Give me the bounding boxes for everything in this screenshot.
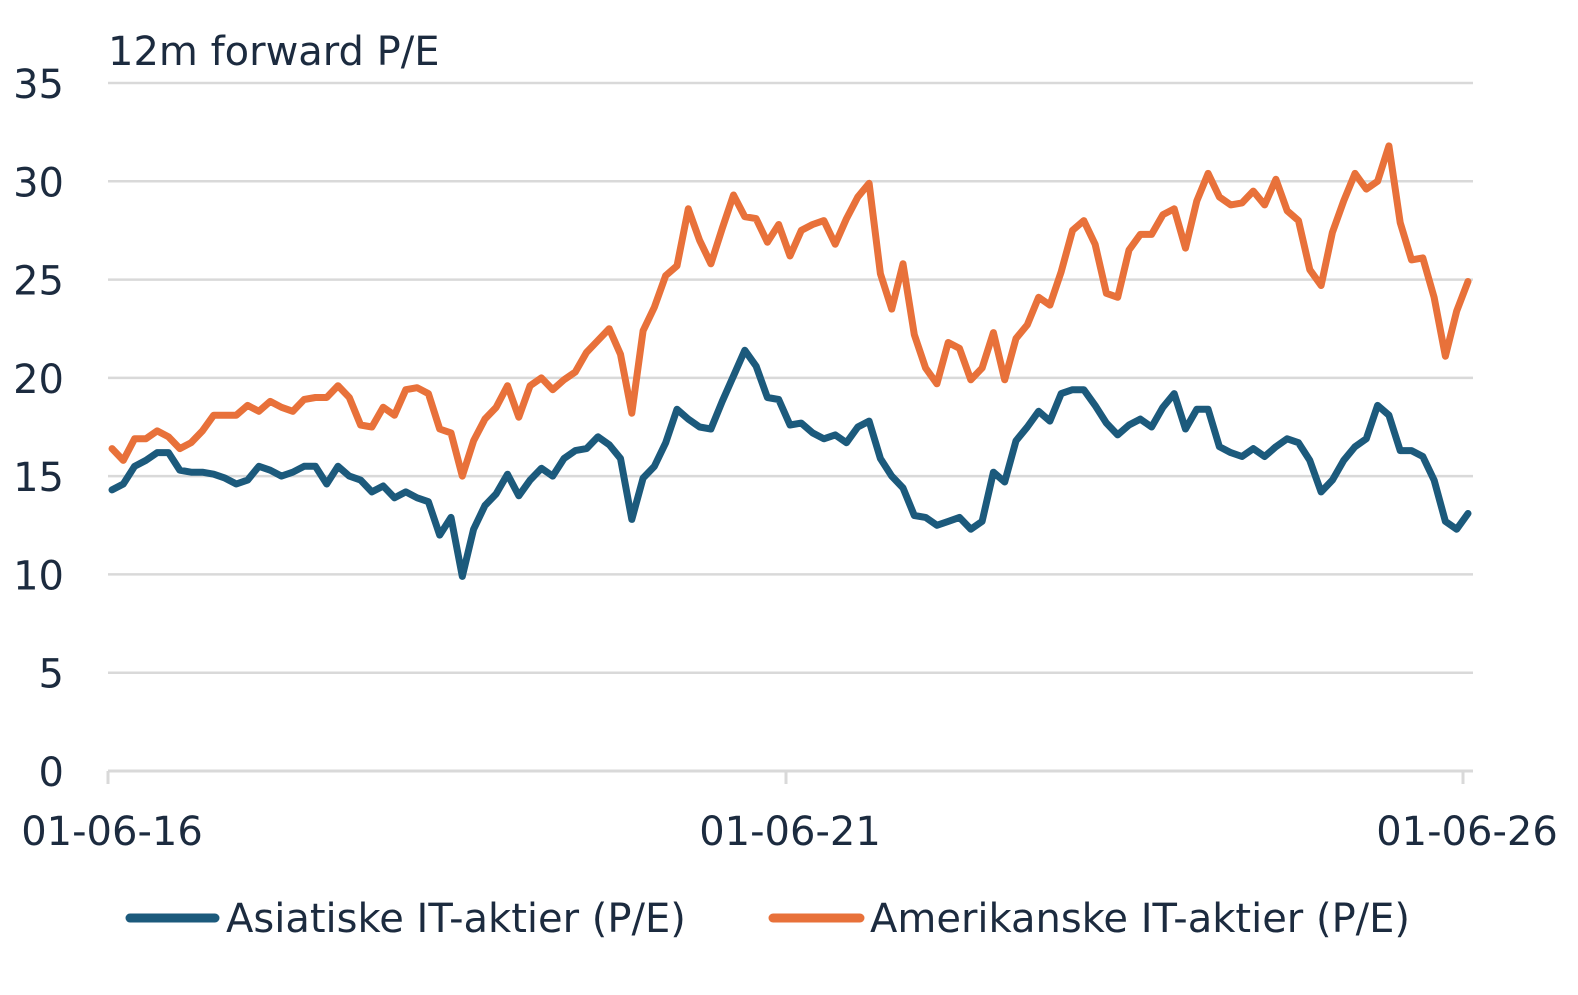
x-axis-ticks: 01-06-16 01-06-21 01-06-26 (21, 771, 1558, 855)
y-tick-label: 30 (13, 160, 64, 206)
x-tick-label: 01-06-21 (699, 809, 881, 855)
y-tick-label: 10 (13, 553, 64, 599)
x-tick-label: 01-06-26 (1376, 809, 1558, 855)
y-tick-label: 25 (13, 259, 64, 305)
series-line (108, 346, 1472, 580)
y-axis-ticks: 0 5 10 15 20 25 30 35 (13, 62, 64, 796)
y-tick-label: 15 (13, 455, 64, 501)
legend: Asiatiske IT-aktier (P/E) Amerikanske IT-… (125, 896, 1410, 942)
legend-label: Amerikanske IT-aktier (P/E) (870, 896, 1410, 942)
y-tick-label: 5 (39, 652, 64, 698)
x-tick-label: 01-06-16 (21, 809, 203, 855)
y-tick-label: 35 (13, 62, 64, 108)
y-tick-label: 20 (13, 357, 64, 403)
series-lines (108, 142, 1472, 580)
y-axis-label: 12m forward P/E (108, 29, 440, 75)
y-tick-label: 0 (39, 750, 64, 796)
legend-label: Asiatiske IT-aktier (P/E) (226, 896, 686, 942)
series-line (108, 142, 1472, 480)
gridlines (108, 81, 1473, 674)
